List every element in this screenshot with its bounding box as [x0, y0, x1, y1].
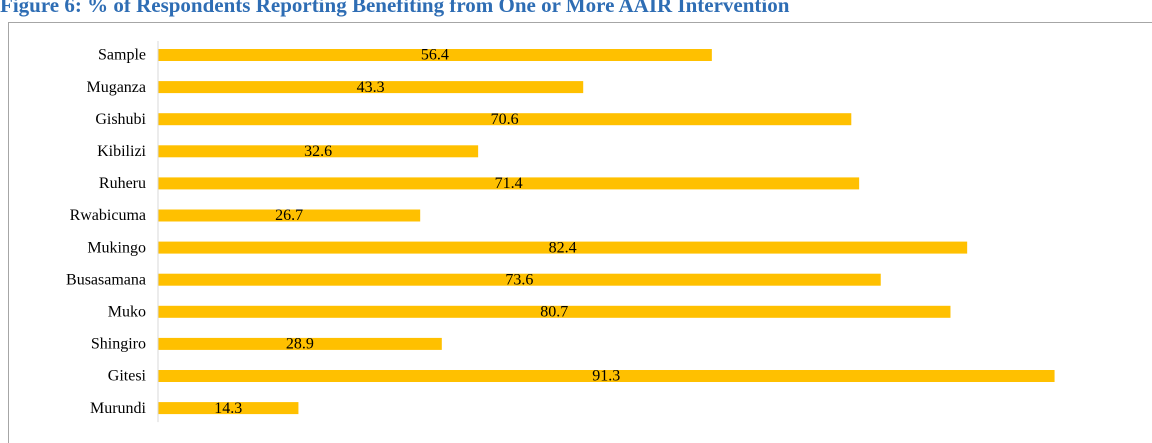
bar	[158, 370, 1055, 382]
y-tick-label: Muganza	[86, 79, 146, 96]
data-label: 70.6	[491, 111, 519, 128]
y-tick-label: Sample	[98, 47, 146, 64]
y-tick-label: Busasamana	[66, 271, 146, 288]
chart-title: Figure 6: % of Respondents Reporting Ben…	[0, 0, 790, 17]
data-label: 43.3	[357, 79, 385, 96]
y-tick-label: Gishubi	[95, 111, 146, 128]
data-label: 82.4	[549, 239, 577, 256]
data-label: 91.3	[592, 368, 620, 385]
data-label: 32.6	[304, 143, 332, 160]
bar	[158, 305, 951, 318]
data-label: 56.4	[421, 47, 449, 64]
bar	[158, 337, 442, 350]
chart-frame	[8, 22, 1152, 443]
bar	[158, 113, 852, 126]
y-tick-label: Rwabicuma	[70, 207, 146, 224]
bar	[158, 273, 881, 286]
bar	[158, 177, 860, 190]
data-label: 14.3	[214, 400, 242, 417]
data-label: 28.9	[286, 336, 314, 353]
data-label: 73.6	[505, 271, 533, 288]
y-tick-label: Mukingo	[87, 239, 146, 256]
bar	[158, 241, 968, 254]
data-label: 26.7	[275, 207, 303, 224]
y-tick-label: Gitesi	[108, 368, 147, 385]
bar	[158, 145, 479, 158]
bar	[158, 402, 299, 415]
y-tick-label: Ruheru	[99, 175, 146, 192]
data-label: 71.4	[495, 175, 523, 192]
y-tick-label: Kibilizi	[97, 143, 146, 160]
y-tick-label: Muko	[108, 303, 146, 320]
y-tick-label: Murundi	[90, 400, 147, 417]
bar	[158, 209, 421, 222]
y-tick-label: Shingiro	[91, 336, 146, 353]
data-label: 80.7	[540, 303, 568, 320]
bar	[158, 81, 584, 94]
bar	[158, 49, 712, 61]
